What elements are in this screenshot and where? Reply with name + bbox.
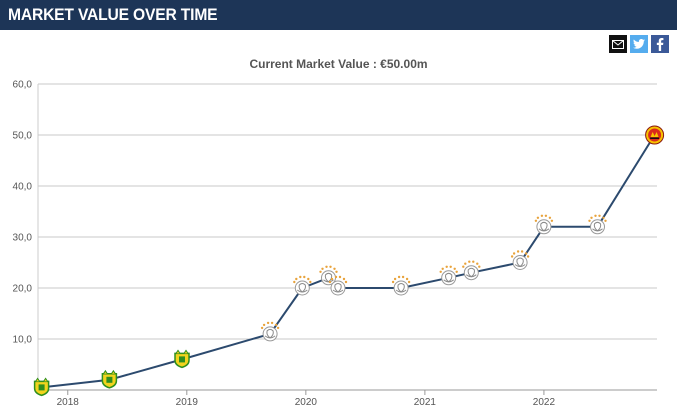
data-point-mechelen-crest-icon[interactable] [101,369,118,389]
section-title: MARKET VALUE OVER TIME [8,5,218,24]
data-point-ajax-crest-icon[interactable] [534,214,554,235]
share-facebook-button[interactable] [651,35,669,53]
share-twitter-button[interactable] [630,35,648,53]
x-tick-label: 2020 [295,397,318,408]
data-point-ajax-crest-icon[interactable] [391,275,411,296]
email-icon [612,39,624,49]
axis-lines [37,84,657,391]
data-point-ajax-crest-icon[interactable] [439,265,458,286]
twitter-icon [633,39,645,49]
market-value-line [41,134,656,389]
x-tick-label: 2018 [57,397,80,408]
data-point-mechelen-crest-icon[interactable] [174,349,190,369]
y-tick-label: 10,0 [13,335,33,346]
data-point-ajax-crest-icon[interactable] [328,275,348,296]
data-point-mechelen-crest-icon[interactable] [33,377,50,397]
data-point-ajax-crest-icon[interactable] [510,250,530,270]
x-tick-label: 2022 [533,397,556,408]
grid-lines [38,83,657,340]
facebook-icon [656,37,664,51]
data-point-ajax-crest-icon[interactable] [260,321,280,342]
y-tick-label: 50,0 [13,131,33,142]
x-tick-label: 2019 [176,397,199,408]
chart-title: Current Market Value : €50.00m [249,57,428,71]
y-tick-label: 20,0 [13,284,33,295]
section-header: MARKET VALUE OVER TIME [0,0,677,30]
y-tick-label: 60,0 [13,80,33,91]
data-point-ajax-crest-icon[interactable] [462,260,481,281]
share-buttons [609,35,669,53]
data-points [33,125,665,397]
y-axis-ticks: 10,0 20,0 30,0 40,0 50,0 60,0 [13,80,33,346]
x-axis-ticks: 2018 2019 2020 2021 2022 [57,390,556,408]
data-point-ajax-crest-icon[interactable] [319,265,338,286]
data-point-ajax-crest-icon[interactable] [293,275,312,296]
data-point-manutd-crest-icon[interactable] [645,125,665,145]
y-tick-label: 40,0 [13,182,33,193]
y-tick-label: 30,0 [13,233,33,244]
share-email-button[interactable] [609,35,627,53]
x-tick-label: 2021 [414,397,437,408]
value-line [41,134,656,389]
data-point-ajax-crest-icon[interactable] [588,214,607,235]
